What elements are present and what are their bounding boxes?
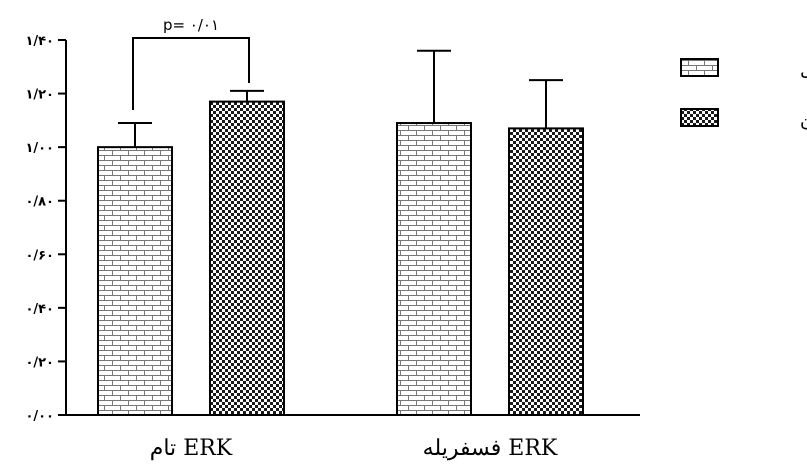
category-label: ERK فسفریله — [423, 436, 558, 461]
bar-bricks — [97, 146, 173, 416]
y-tick-label: ۰/۰۰ — [25, 409, 54, 424]
y-tick-label: ۰/۸۰ — [25, 195, 54, 210]
bar-checker — [508, 127, 584, 416]
y-tick-label: ۰/۲۰ — [25, 355, 54, 370]
category-label: ERK تام — [150, 436, 233, 461]
bar-bricks — [396, 122, 472, 417]
legend-label: کنترل — [800, 59, 807, 80]
bar-checker — [209, 100, 285, 416]
y-tick-label: ۱/۰۰ — [25, 141, 54, 156]
y-tick-label: ۱/۴۰ — [25, 34, 54, 49]
y-tick-label: ۰/۴۰ — [25, 302, 54, 317]
legend-label: تمرین — [800, 109, 807, 130]
p-value-label: p= ۰/۰۱ — [163, 16, 219, 34]
y-tick-label: ۰/۶۰ — [25, 248, 54, 263]
legend-swatch-bricks — [680, 58, 719, 77]
y-tick-label: ۱/۲۰ — [25, 88, 54, 103]
legend-swatch-checker — [680, 108, 719, 127]
significance-bracket — [132, 37, 250, 110]
